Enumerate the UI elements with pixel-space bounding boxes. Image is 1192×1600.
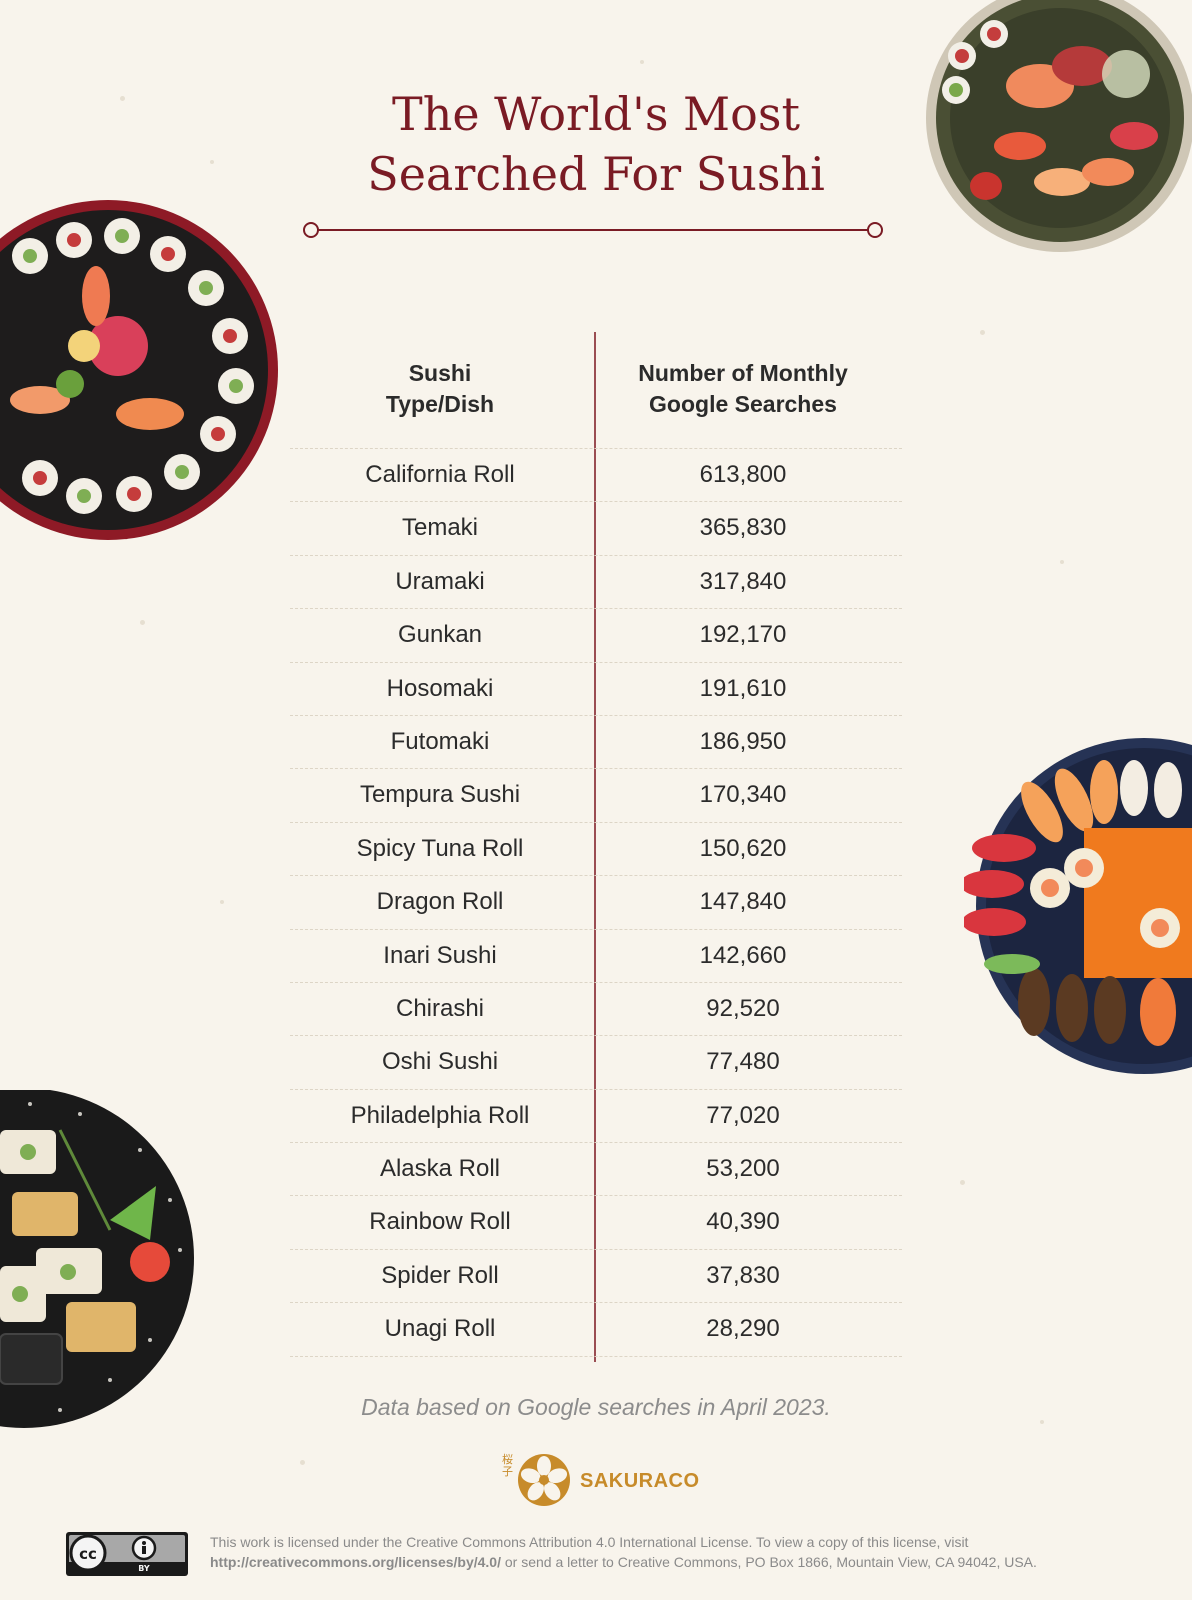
sushi-dish-cell: Spicy Tuna Roll <box>356 834 524 862</box>
monthly-searches-cell: 40,390 <box>706 1208 780 1236</box>
brand-name: SAKURACO <box>580 1470 700 1492</box>
table-row: Spider Roll 37,830 <box>290 1248 902 1302</box>
sushi-dish-cell: Futomaki <box>390 727 490 755</box>
sushi-dish-cell: Uramaki <box>395 567 485 595</box>
title-divider-right-dot <box>867 222 883 238</box>
table-row: Inari Sushi 142,660 <box>290 928 902 982</box>
page-title: The World's Most Searched For Sushi <box>0 84 1192 204</box>
table-row: California Roll 613,800 <box>290 448 902 501</box>
table-row: Alaska Roll 53,200 <box>290 1142 902 1195</box>
data-source-note: Data based on Google searches in April 2… <box>361 1394 831 1420</box>
monthly-searches-cell: 191,610 <box>699 674 787 702</box>
table-row: Futomaki 186,950 <box>290 714 902 768</box>
sushi-dish-cell: California Roll <box>365 461 515 488</box>
monthly-searches-cell: 613,800 <box>699 461 787 488</box>
table-row: Gunkan 192,170 <box>290 608 902 661</box>
monthly-searches-cell: 365,830 <box>699 514 787 542</box>
license-line-1: This work is licensed under the Creative… <box>210 1534 969 1550</box>
table-row: Temaki 365,830 <box>290 501 902 554</box>
table-column-divider <box>594 332 596 1362</box>
sushi-dish-cell: Oshi Sushi <box>381 1048 499 1076</box>
header-sushi-type-line-1: Sushi <box>408 360 472 386</box>
sushi-dish-cell: Spider Roll <box>381 1261 499 1289</box>
license-link[interactable]: http://creativecommons.org/licenses/by/4… <box>210 1554 501 1570</box>
sushi-dish-cell: Alaska Roll <box>379 1155 501 1183</box>
table-row: Oshi Sushi 77,480 <box>290 1035 902 1088</box>
sushi-dish-cell: Temaki <box>401 514 479 542</box>
sushi-dish-cell: Dragon Roll <box>376 888 504 916</box>
sakuraco-logo: 桜子 SAKURACO <box>502 1450 699 1514</box>
header-monthly-searches: Number of Monthly Google Searches <box>593 358 893 420</box>
sushi-dish-cell: Gunkan <box>397 621 483 649</box>
sushi-dish-cell: Rainbow Roll <box>369 1208 511 1236</box>
table-row: Philadelphia Roll 77,020 <box>290 1088 902 1142</box>
table-row: Unagi Roll 28,290 <box>290 1302 902 1357</box>
brand-kanji: 桜子 <box>502 1453 513 1478</box>
monthly-searches-cell: 192,170 <box>699 621 787 649</box>
monthly-searches-cell: 28,290 <box>706 1315 780 1343</box>
header-sushi-type-line-2: Type/Dish <box>385 391 495 417</box>
sushi-dish-cell: Inari Sushi <box>383 941 497 969</box>
table-row: Uramaki 317,840 <box>290 554 902 608</box>
title-line-1: The World's Most <box>392 87 800 141</box>
license-line-2: http://creativecommons.org/licenses/by/4… <box>210 1552 1170 1572</box>
sushi-platter-bottom-left-black-image <box>0 1090 194 1428</box>
table-body: California Roll 613,800 Temaki 365,830 Urama… <box>290 448 902 1357</box>
table-row: Tempura Sushi 170,340 <box>290 768 902 821</box>
monthly-searches-cell: 147,840 <box>699 888 787 916</box>
monthly-searches-cell: 77,020 <box>706 1101 780 1129</box>
search-table: Sushi Type/Dish Number of Monthly Google… <box>290 332 902 1357</box>
by-badge-label: BY <box>138 1564 150 1573</box>
cherry-blossom-icon <box>518 1454 570 1506</box>
license-line-2-rest: or send a letter to Creative Commons, PO… <box>501 1554 1037 1570</box>
sushi-platter-top-right-image <box>926 0 1192 252</box>
monthly-searches-cell: 150,620 <box>699 834 787 862</box>
monthly-searches-cell: 37,830 <box>706 1261 780 1289</box>
title-divider-rule <box>310 229 878 231</box>
sushi-dish-cell: Hosomaki <box>386 674 494 702</box>
monthly-searches-cell: 92,520 <box>706 994 780 1022</box>
sushi-dish-cell: Philadelphia Roll <box>350 1101 530 1129</box>
monthly-searches-cell: 53,200 <box>706 1155 780 1183</box>
sushi-platter-left-red-image <box>0 200 278 540</box>
sushi-dish-cell: Chirashi <box>395 994 485 1022</box>
header-sushi-type: Sushi Type/Dish <box>290 358 590 420</box>
monthly-searches-cell: 186,950 <box>699 727 787 755</box>
monthly-searches-cell: 317,840 <box>699 567 787 595</box>
sushi-dish-cell: Unagi Roll <box>384 1315 496 1343</box>
title-line-2: Searched For Sushi <box>367 147 825 201</box>
creative-commons-by-badge[interactable]: cc BY <box>66 1532 188 1576</box>
header-monthly-searches-line-1: Number of Monthly <box>638 360 848 386</box>
title-divider-left-dot <box>303 222 319 238</box>
table-header: Sushi Type/Dish Number of Monthly Google… <box>290 332 902 448</box>
table-row: Hosomaki 191,610 <box>290 661 902 715</box>
monthly-searches-cell: 77,480 <box>706 1048 780 1076</box>
monthly-searches-cell: 170,340 <box>699 781 787 809</box>
monthly-searches-cell: 142,660 <box>699 941 787 969</box>
table-row: Dragon Roll 147,840 <box>290 875 902 928</box>
sushi-platter-right-navy-image <box>964 738 1192 1074</box>
header-monthly-searches-line-2: Google Searches <box>649 391 837 417</box>
sushi-dish-cell: Tempura Sushi <box>359 781 521 809</box>
table-row: Rainbow Roll 40,390 <box>290 1195 902 1248</box>
cc-badge-label: cc <box>79 1545 97 1563</box>
license-text: This work is licensed under the Creative… <box>210 1532 1170 1572</box>
table-row: Chirashi 92,520 <box>290 981 902 1035</box>
table-row: Spicy Tuna Roll 150,620 <box>290 821 902 875</box>
